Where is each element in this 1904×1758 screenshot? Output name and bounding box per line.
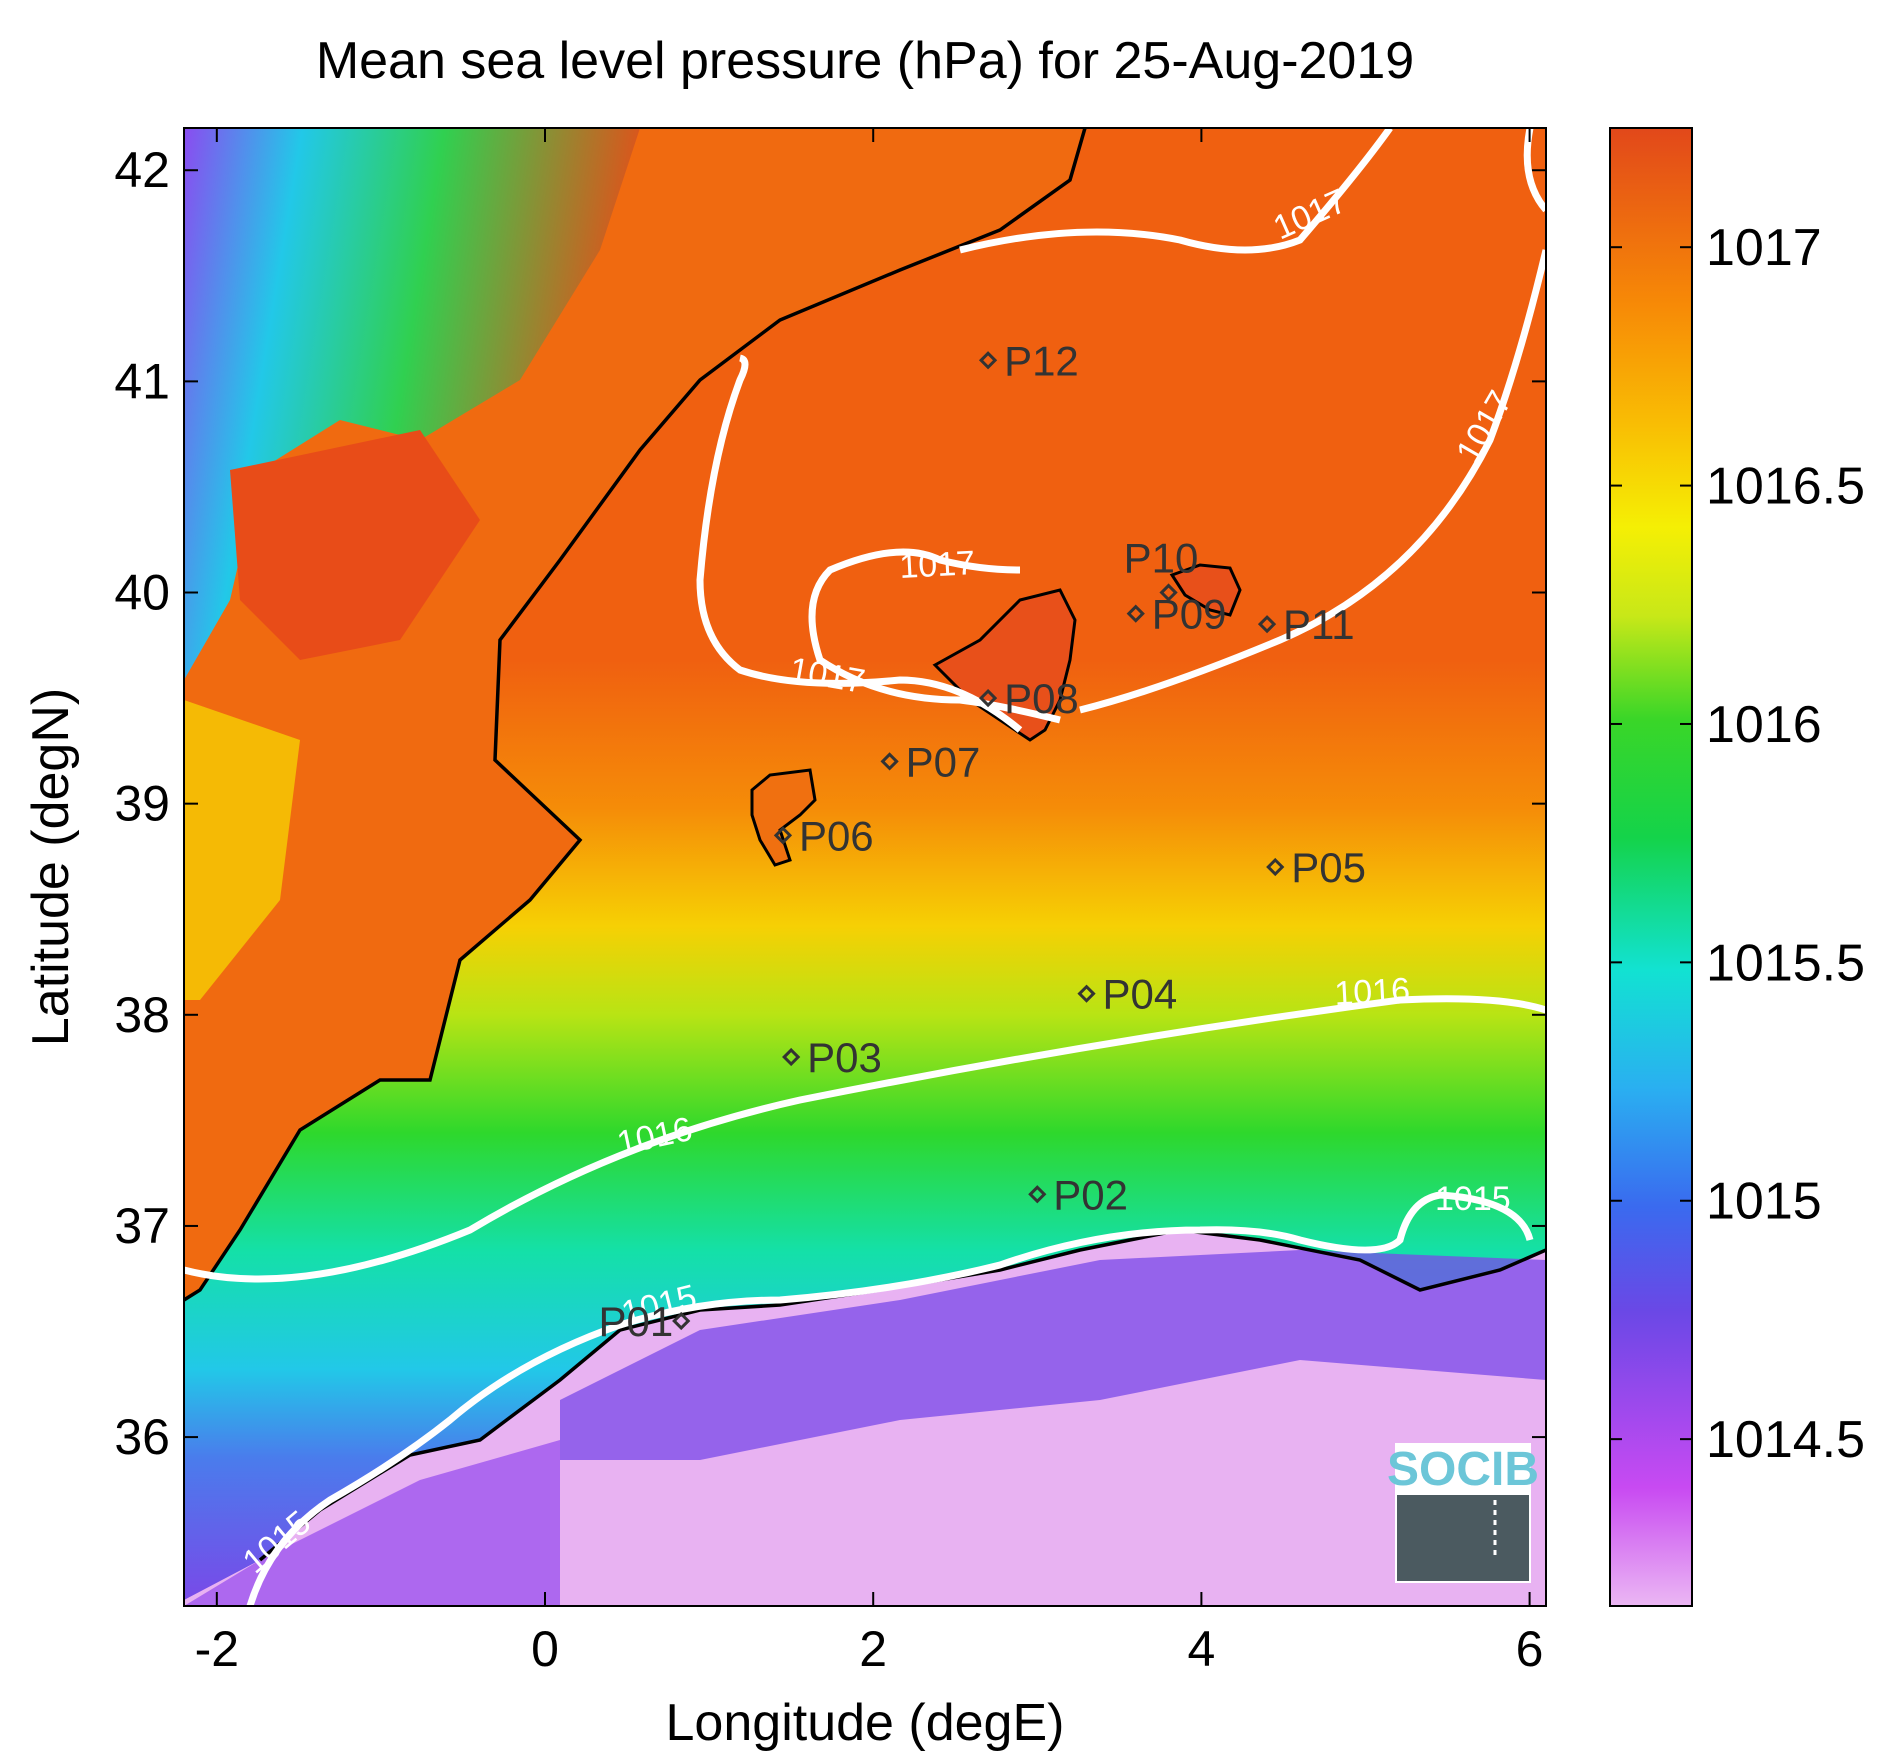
x-tick-label: 2 <box>859 1621 887 1677</box>
station-p12: P12 <box>978 337 1079 384</box>
station-p09: P09 <box>1126 591 1227 638</box>
station-marker <box>1257 615 1277 634</box>
y-tick-label: 36 <box>114 1409 170 1465</box>
menorca-island <box>1169 563 1242 617</box>
y-tick-label: 38 <box>114 987 170 1043</box>
station-label: P12 <box>1004 337 1079 384</box>
station-marker <box>773 826 793 845</box>
station-p01: P01 <box>598 1298 691 1345</box>
station-p06: P06 <box>773 812 874 859</box>
logo-image <box>1397 1495 1529 1581</box>
contour-line-1015 <box>246 1191 1534 1606</box>
station-p05: P05 <box>1266 844 1366 891</box>
x-axis-ticks: -2 0 2 4 6 <box>195 128 1544 1677</box>
colorbar-ticks: 1014.5 1015 1015.5 1016 1016.5 1017 <box>1610 219 1865 1469</box>
iberia-highlands <box>184 128 640 680</box>
station-label: P01 <box>598 1298 673 1345</box>
y-tick-label: 42 <box>114 142 170 198</box>
x-tick-label: -2 <box>195 1621 239 1677</box>
x-tick-label: 0 <box>531 1621 559 1677</box>
x-tick-label: 6 <box>1516 1621 1544 1677</box>
station-label: P03 <box>807 1034 882 1081</box>
y-tick-label: 39 <box>114 776 170 832</box>
y-tick-label: 41 <box>114 353 170 409</box>
station-label: P06 <box>799 812 874 859</box>
station-p04: P04 <box>1077 971 1178 1018</box>
logo-wordmark: SOCIB <box>1387 1443 1539 1496</box>
colorbar-tick-label: 1016 <box>1706 696 1822 754</box>
station-p03: P03 <box>782 1034 882 1081</box>
y-tick-label: 37 <box>114 1198 170 1254</box>
contour-label-1016-east: 1016 <box>1333 971 1411 1013</box>
contour-line-1016 <box>184 995 1546 1283</box>
station-p02: P02 <box>1028 1171 1128 1218</box>
station-label: P10 <box>1124 535 1199 582</box>
iberia-coastline <box>184 128 1087 1302</box>
chart-title: Mean sea level pressure (hPa) for 25-Aug… <box>316 32 1414 90</box>
station-label: P04 <box>1103 971 1178 1018</box>
y-axis-ticks: 36 37 38 39 40 41 42 <box>114 142 1546 1465</box>
station-p08: P08 <box>978 675 1079 722</box>
station-label: P11 <box>1283 601 1355 648</box>
station-p11: P11 <box>1257 601 1355 648</box>
station-label: P09 <box>1152 591 1227 638</box>
station-marker <box>1077 984 1096 1003</box>
colorbar <box>1609 127 1693 1607</box>
colorbar-tick-label: 1017 <box>1706 219 1822 277</box>
iberia-plateau-highpressure <box>230 430 480 660</box>
colorbar-tick-label: 1015.5 <box>1706 934 1865 992</box>
contour-label-1017-mallorca-north: 1017 <box>898 544 976 586</box>
colorbar-tick-label: 1014.5 <box>1706 1411 1865 1469</box>
mallorca-island <box>932 588 1077 742</box>
station-label: P08 <box>1004 675 1079 722</box>
station-marker <box>1266 857 1285 877</box>
y-tick-label: 40 <box>114 565 170 621</box>
y-axis-label: Latitude (degN) <box>22 688 80 1046</box>
station-label: P02 <box>1053 1171 1128 1218</box>
station-marker <box>880 752 899 771</box>
north-africa-coastal-lowpressure <box>560 1250 1546 1460</box>
x-tick-label: 4 <box>1187 1621 1215 1677</box>
contour-line-1017 <box>696 128 1546 733</box>
colorbar-tick-label: 1016.5 <box>1706 458 1865 516</box>
map-area <box>184 128 1546 1606</box>
station-label: P05 <box>1291 844 1366 891</box>
colorbar-tick-label: 1015 <box>1706 1173 1822 1231</box>
contour-label-1015-east: 1015 <box>1435 1180 1511 1218</box>
station-marker <box>1028 1185 1047 1204</box>
station-marker <box>1159 583 1178 602</box>
map-frame <box>183 127 1547 1607</box>
station-p10: P10 <box>1124 535 1199 602</box>
station-marker <box>672 1311 691 1331</box>
station-label: P07 <box>906 738 981 785</box>
north-africa-west-region <box>184 1440 560 1606</box>
station-p07: P07 <box>880 738 981 785</box>
iberia-southwest-region <box>184 700 300 1000</box>
station-marker <box>978 688 998 708</box>
station-marker <box>978 351 998 370</box>
station-markers: P01 P02 P03 P04 P05 P06 P07 P08 P09 P10 P11 P12 <box>598 337 1365 1345</box>
station-marker <box>782 1047 801 1067</box>
x-axis-label: Longitude (degE) <box>666 1694 1065 1752</box>
station-marker <box>1126 604 1145 623</box>
socib-logo: SOCIB <box>1387 1443 1539 1583</box>
